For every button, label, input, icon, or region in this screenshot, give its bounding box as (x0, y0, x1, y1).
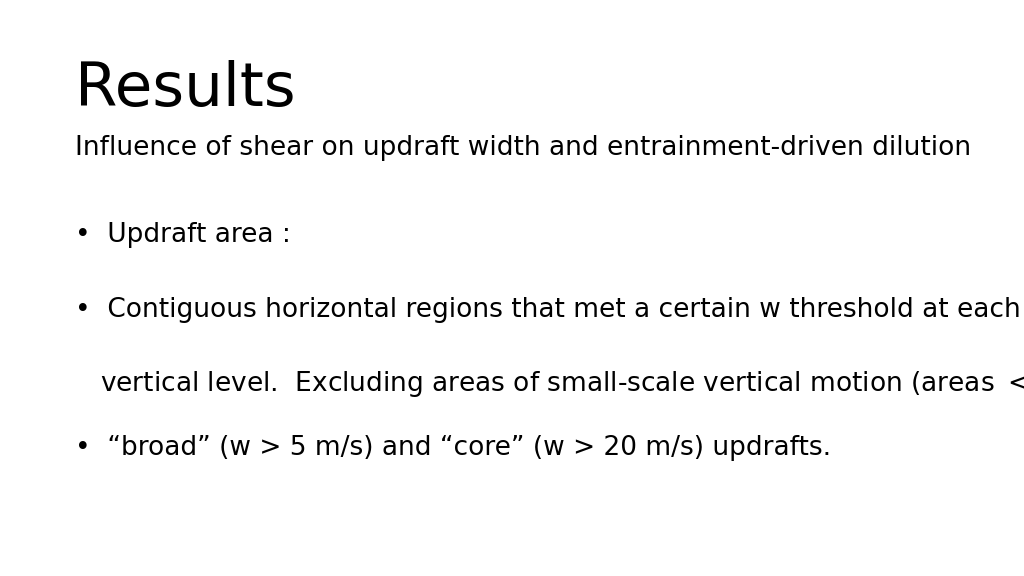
Text: Results: Results (75, 60, 295, 119)
Text: •  Updraft area :: • Updraft area : (75, 222, 291, 248)
Text: Influence of shear on updraft width and entrainment-driven dilution: Influence of shear on updraft width and … (75, 135, 971, 161)
Text: •  Contiguous horizontal regions that met a certain w threshold at each model: • Contiguous horizontal regions that met… (75, 297, 1024, 323)
Text: •  “broad” (w > 5 m/s) and “core” (w > 20 m/s) updrafts.: • “broad” (w > 5 m/s) and “core” (w > 20… (75, 435, 830, 461)
Text: vertical level.  Excluding areas of small-scale vertical motion (areas $<$ 1 $\i: vertical level. Excluding areas of small… (75, 366, 1024, 400)
